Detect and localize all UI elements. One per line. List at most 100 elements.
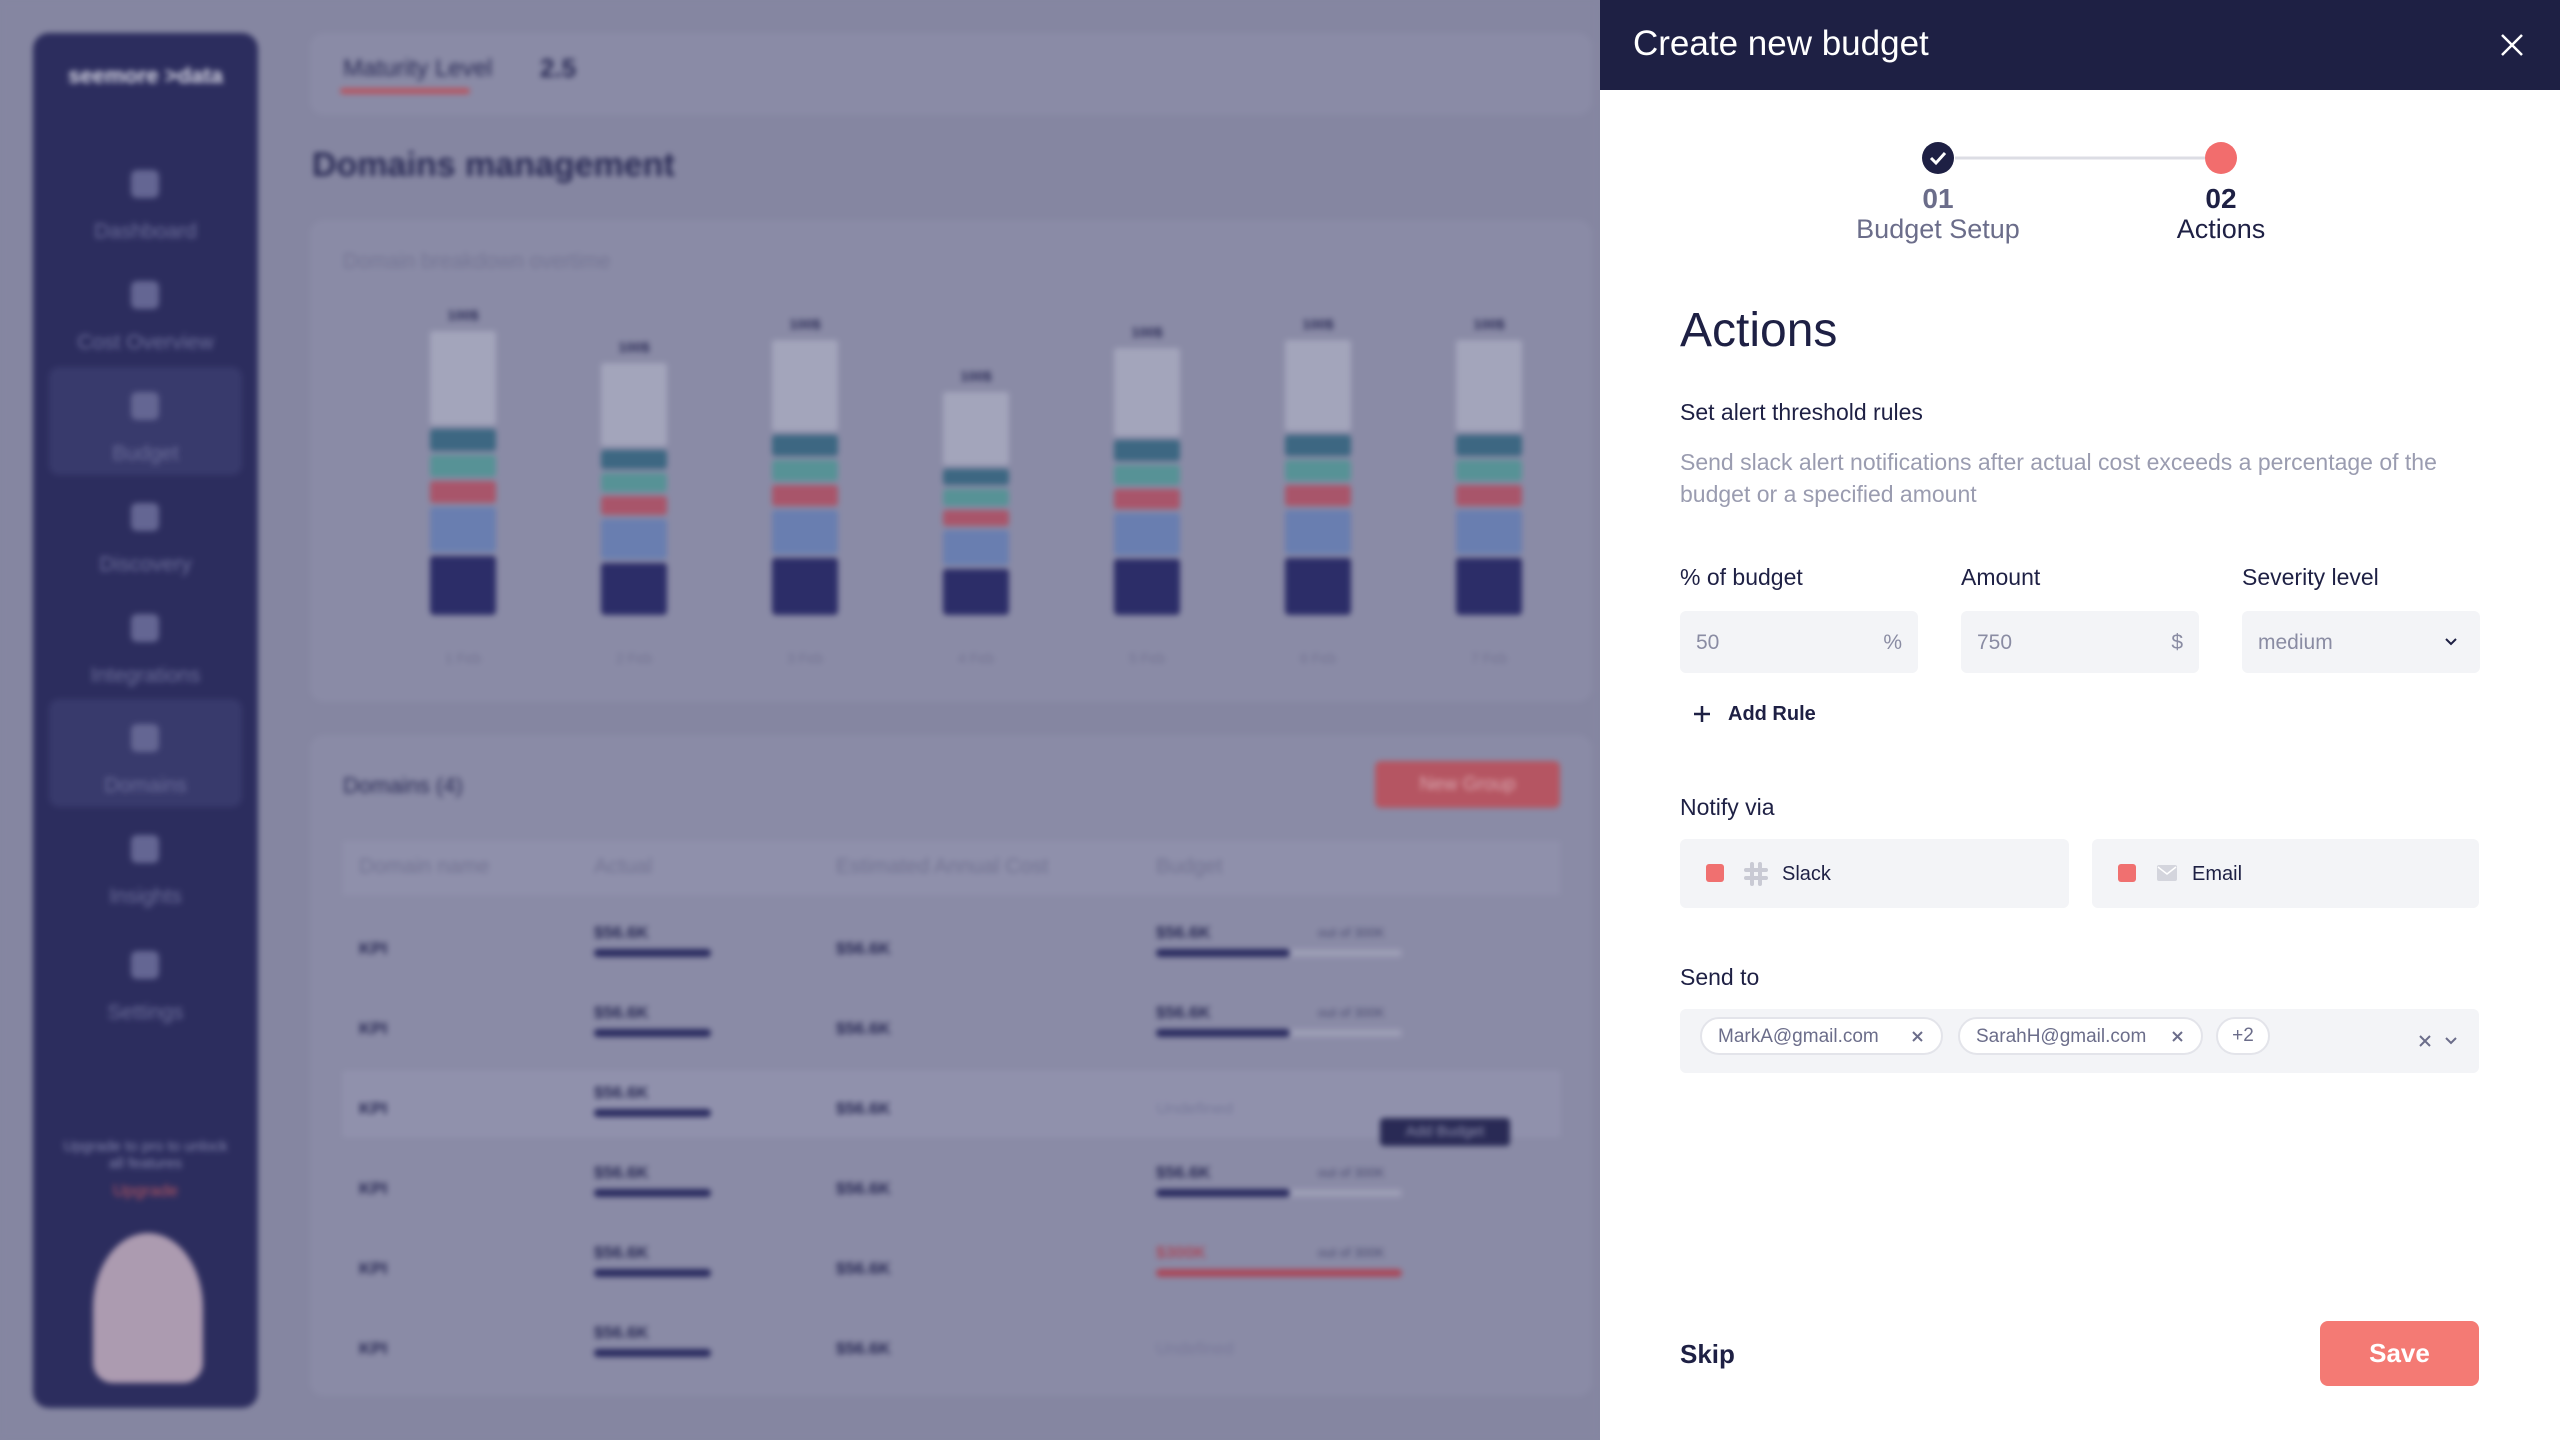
table-header (343, 841, 1560, 895)
bar-segment (601, 362, 667, 446)
progress (594, 1029, 711, 1037)
bar-segment (601, 495, 667, 516)
chart-bar (943, 388, 1009, 615)
section-title: Set alert threshold rules (1680, 399, 1923, 425)
nav-item[interactable]: Budget (112, 442, 179, 465)
bar-segment (1114, 440, 1180, 461)
progress (594, 1349, 711, 1357)
bar-segment (1285, 434, 1351, 456)
side-panel: Create new budget 01 Budget Setup 02 Act… (1600, 0, 2560, 1440)
nav-icon (131, 724, 159, 752)
nav-item[interactable]: Settings (107, 1001, 184, 1024)
bar-segment (943, 530, 1009, 565)
nav-item[interactable]: Dashboard (94, 220, 197, 243)
clear-button[interactable] (2419, 1035, 2431, 1047)
step-done (1922, 142, 1954, 174)
more-chip[interactable]: +2 (2216, 1017, 2270, 1055)
notify-label: Notify via (1680, 794, 1775, 820)
cell: $56.6K (594, 1083, 649, 1102)
input-suffix: % (1883, 631, 1902, 654)
option-label: Email (2192, 863, 2243, 885)
progress (594, 1109, 711, 1117)
cell: KPI (359, 1339, 388, 1358)
step-label: Actions (2176, 214, 2266, 244)
progress (594, 949, 711, 957)
column-header: Estimated Annual Cost (836, 855, 1049, 878)
save-button[interactable]: Save (2320, 1321, 2479, 1386)
overlay[interactable] (0, 0, 1600, 1440)
email-icon (2157, 865, 2177, 881)
cell: $56.6K (836, 1339, 891, 1358)
cell: $56.6K (594, 1163, 649, 1182)
cell: out of 300K (1318, 1005, 1385, 1020)
progress (1156, 1269, 1402, 1277)
nav-active (49, 367, 242, 475)
chip-label: SarahH@gmail.com (1976, 1026, 2147, 1047)
cell: Undefined (1156, 1099, 1234, 1118)
maturity-label: Maturity Level (343, 55, 493, 82)
bar-segment (1456, 459, 1522, 481)
checkbox[interactable] (1706, 864, 1724, 882)
input-value: 750 (1977, 631, 2013, 654)
remove-chip[interactable] (2172, 1031, 2183, 1042)
x-tick-label: 5 Feb (1129, 650, 1165, 666)
nav-icon (131, 281, 159, 309)
nav-icon (131, 170, 159, 198)
amount-input[interactable]: 750 $ (1961, 611, 2199, 673)
bar-segment (772, 339, 838, 431)
checkbox[interactable] (2118, 864, 2136, 882)
remove-chip[interactable] (1912, 1031, 1923, 1042)
chart-bar (430, 327, 496, 615)
add-rule-label: Add Rule (1728, 703, 1816, 725)
chevron (2445, 638, 2457, 646)
bar-segment (943, 509, 1009, 527)
x-tick-label: 4 Feb (958, 650, 994, 666)
nav-item[interactable]: Cost Overview (77, 331, 214, 354)
input-suffix: $ (2171, 631, 2183, 654)
bar-segment (1456, 557, 1522, 615)
cell: $300K (1156, 1243, 1207, 1262)
bar-segment (1114, 348, 1180, 437)
bar-segment (601, 472, 667, 492)
bar-segment (1285, 459, 1351, 481)
email-option[interactable]: Email (2092, 839, 2479, 908)
blurred-app: seemore >data Dashboard Cost Overview Budg… (33, 33, 1560, 1408)
bar-segment (943, 489, 1009, 506)
panel-title: Create new budget (1633, 24, 1929, 63)
bar-segment (430, 480, 496, 503)
nav-item[interactable]: Discovery (99, 553, 192, 576)
percent-input[interactable]: 50 % (1680, 611, 1918, 673)
cell: KPI (359, 939, 388, 958)
section-heading: Actions (1680, 304, 1838, 357)
chip-label: MarkA@gmail.com (1718, 1026, 1879, 1047)
new-group-button[interactable]: New Group (1375, 761, 1560, 808)
nav-item[interactable]: Domains (104, 774, 187, 797)
slack-option[interactable]: Slack (1680, 839, 2069, 908)
maturity-value: 2.5 (540, 53, 577, 83)
column-header: Actual (594, 855, 653, 878)
cell: KPI (359, 1179, 388, 1198)
bar-segment (943, 468, 1009, 486)
severity-select[interactable]: medium (2242, 611, 2480, 673)
bar-segment (1285, 339, 1351, 431)
progress (1156, 1189, 1290, 1197)
sidebar: seemore >data Dashboard Cost Overview Budg… (33, 33, 258, 1408)
logo: seemore >data (68, 63, 223, 88)
cell: $56.6K (594, 1243, 649, 1262)
bar-segment (943, 568, 1009, 615)
bar-segment (772, 484, 838, 506)
nav-item[interactable]: Insights (109, 885, 182, 908)
upgrade-link[interactable]: Upgrade (112, 1181, 179, 1200)
nav-item[interactable]: Integrations (90, 664, 201, 687)
cell: $56.6K (594, 923, 649, 942)
bar-segment (772, 434, 838, 456)
bar-segment (1456, 434, 1522, 456)
cell: $56.6K (1156, 923, 1211, 942)
option-label: Slack (1782, 863, 1831, 885)
close-button[interactable] (2500, 33, 2524, 57)
progress (594, 1189, 711, 1197)
skip-button[interactable]: Skip (1680, 1339, 1735, 1369)
x-tick-label: 6 Feb (1300, 650, 1336, 666)
